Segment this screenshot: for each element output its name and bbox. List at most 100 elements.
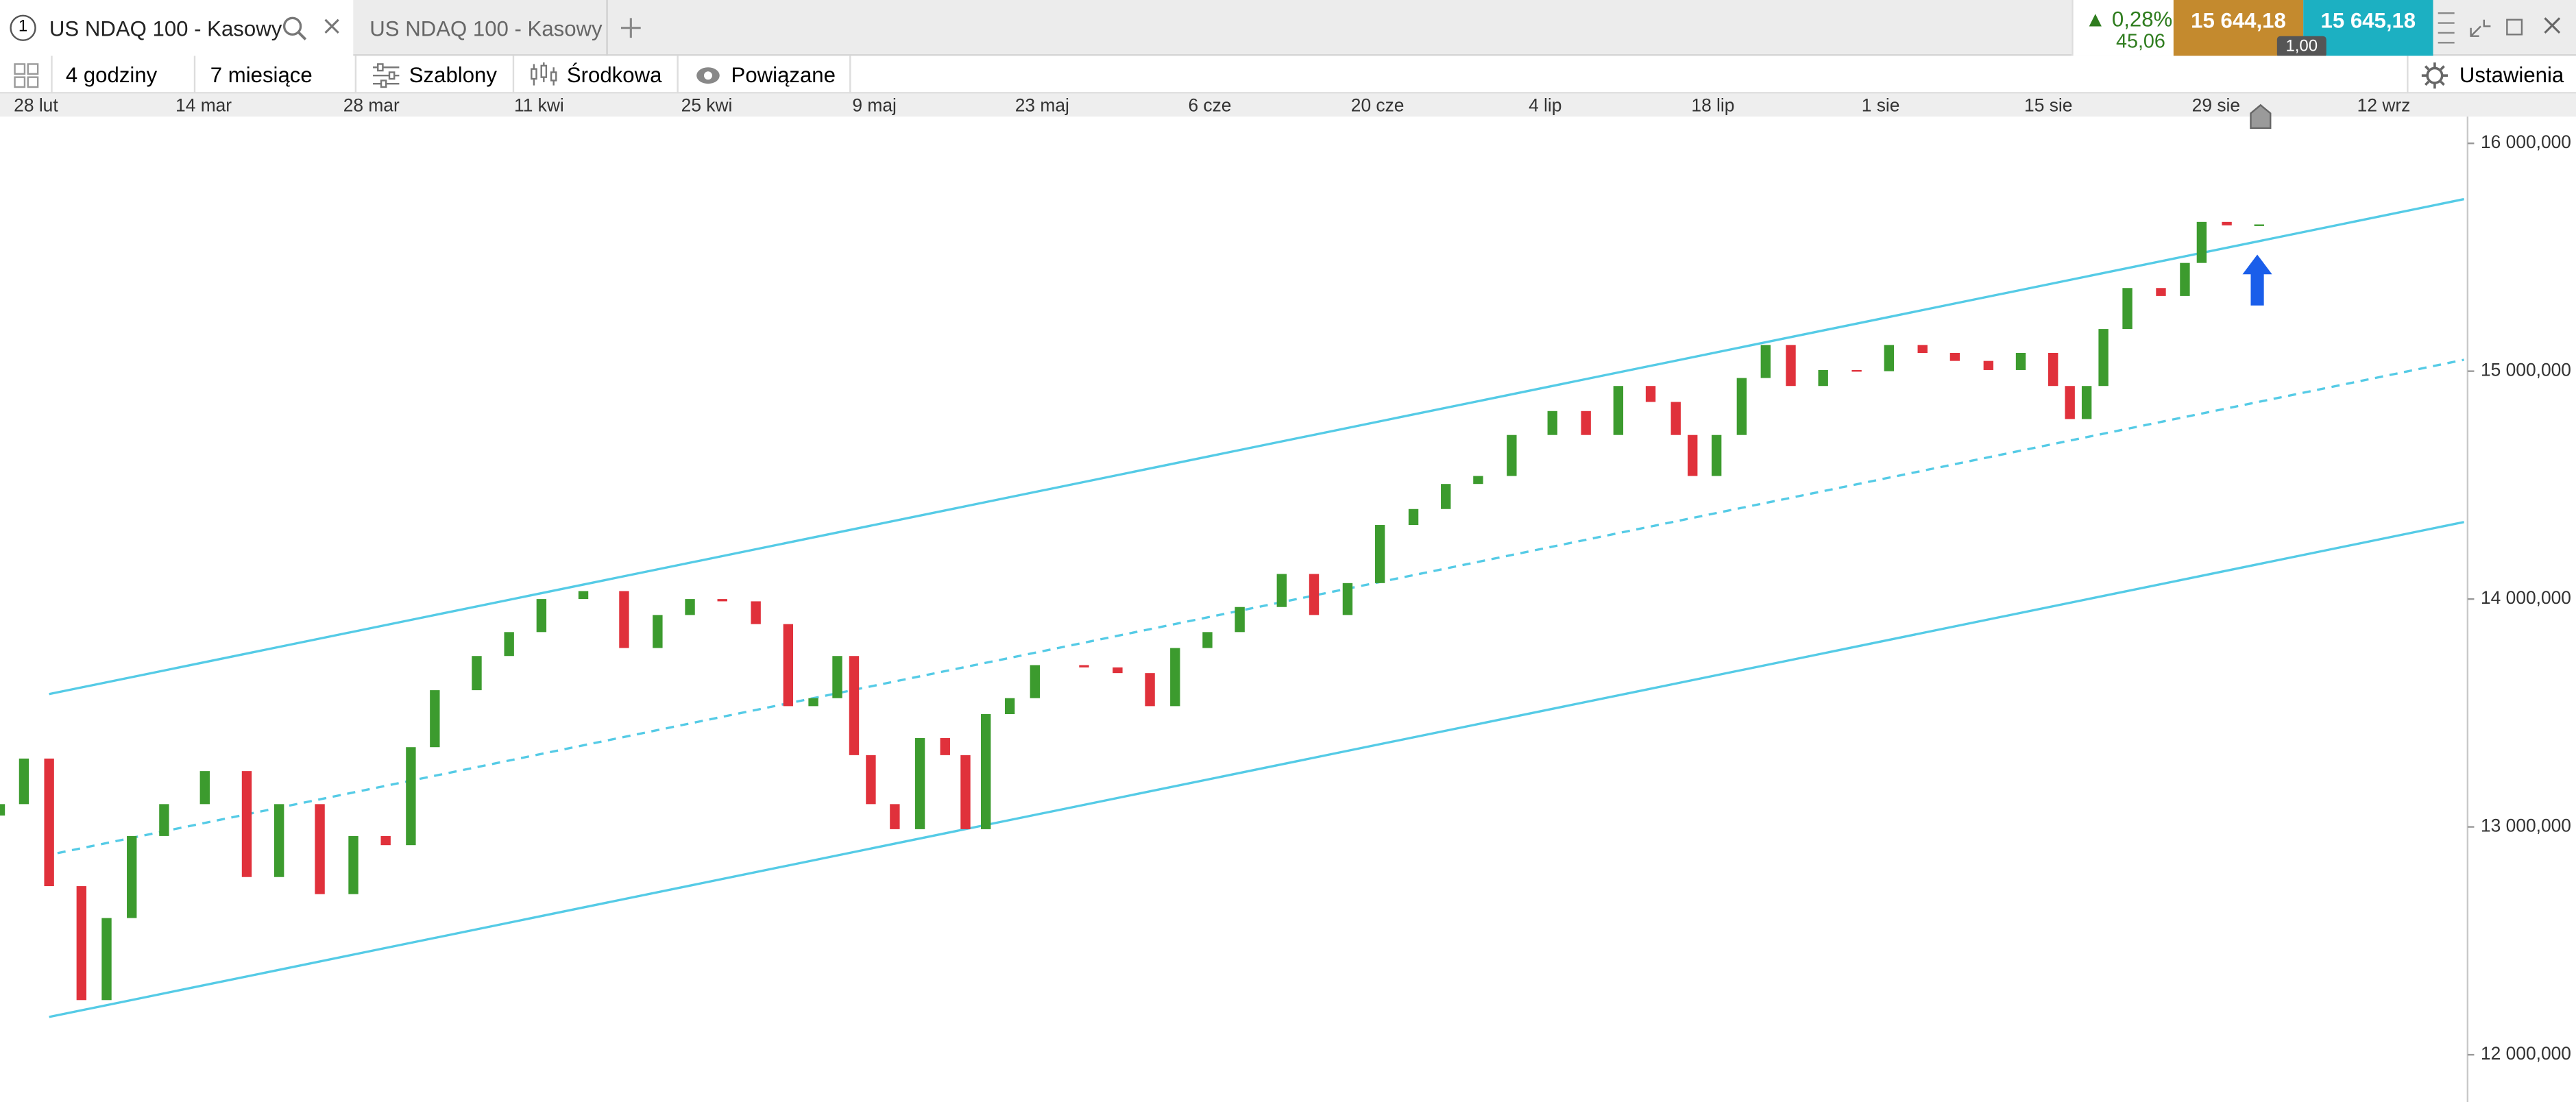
range[interactable]: 7 miesiące bbox=[210, 62, 313, 88]
change-box bbox=[2071, 0, 2176, 56]
channel-line bbox=[49, 521, 2464, 1018]
candle bbox=[1547, 411, 1557, 435]
candle bbox=[1342, 583, 1353, 615]
toolbar: 4 godziny 7 miesiące Szablony Środkowa P… bbox=[0, 56, 2576, 94]
candle bbox=[1170, 648, 1180, 707]
tab-title[interactable]: US NDAQ 100 - Kasowy bbox=[369, 16, 603, 41]
candle bbox=[914, 737, 925, 829]
candle bbox=[44, 758, 54, 887]
x-tick-label: 15 sie bbox=[2024, 95, 2072, 116]
candle bbox=[1851, 369, 1862, 372]
candle bbox=[0, 804, 5, 816]
candle bbox=[1670, 402, 1681, 435]
candle bbox=[578, 591, 589, 600]
candle bbox=[1441, 484, 1451, 509]
active-tab[interactable] bbox=[0, 0, 354, 58]
y-tick-label: 15 000,000 bbox=[2481, 360, 2571, 380]
candle bbox=[1917, 345, 1928, 354]
templates[interactable]: Szablony bbox=[409, 62, 497, 88]
change-abs: 45,06 bbox=[2115, 29, 2165, 53]
channel-line bbox=[49, 197, 2464, 696]
linked[interactable]: Powiązane bbox=[731, 62, 836, 88]
candle bbox=[199, 771, 210, 805]
tab-icons[interactable] bbox=[281, 15, 347, 41]
candle bbox=[808, 698, 818, 707]
candle bbox=[1113, 667, 1123, 674]
templates-icon bbox=[373, 63, 400, 88]
candle bbox=[1884, 345, 1894, 371]
candle bbox=[406, 747, 416, 846]
candle bbox=[940, 737, 950, 755]
candle bbox=[980, 714, 991, 829]
y-tick-label: 12 000,000 bbox=[2481, 1043, 2571, 1064]
mode[interactable]: Środkowa bbox=[566, 62, 662, 88]
candle bbox=[2196, 221, 2207, 263]
candle bbox=[890, 804, 900, 829]
spread: 1,00 bbox=[2276, 36, 2326, 58]
candle bbox=[1736, 378, 1747, 435]
layout-icon[interactable] bbox=[13, 62, 39, 88]
candle bbox=[653, 615, 663, 648]
candle bbox=[2222, 221, 2232, 225]
candle bbox=[274, 804, 284, 877]
current-marker bbox=[2250, 103, 2272, 130]
x-tick-label: 28 mar bbox=[343, 95, 400, 116]
date-axis-bar bbox=[0, 93, 2576, 117]
x-tick-label: 4 lip bbox=[1529, 95, 1562, 116]
candle bbox=[2048, 353, 2058, 387]
candle bbox=[832, 656, 842, 698]
x-tick-label: 11 kwi bbox=[514, 95, 564, 116]
candle bbox=[1983, 360, 1994, 370]
candle bbox=[717, 599, 727, 602]
candle bbox=[536, 599, 547, 633]
sell-button[interactable]: 15 644,18 bbox=[2173, 0, 2304, 56]
x-tick-label: 28 lut bbox=[14, 95, 58, 116]
x-tick-label: 23 maj bbox=[1015, 95, 1069, 116]
candle bbox=[849, 656, 860, 755]
candle bbox=[2122, 288, 2133, 330]
candle bbox=[159, 804, 169, 836]
candle bbox=[241, 771, 252, 877]
candle bbox=[101, 918, 112, 1001]
candle bbox=[1145, 673, 1155, 707]
arrow-annotation bbox=[2242, 254, 2272, 306]
y-tick-label: 13 000,000 bbox=[2481, 816, 2571, 836]
tab-bar: 1 US NDAQ 100 - Kasowy US NDAQ 100 - Kas… bbox=[0, 0, 2576, 58]
candle bbox=[1711, 434, 1722, 476]
candle bbox=[751, 601, 761, 624]
add-tab[interactable] bbox=[620, 16, 643, 40]
candle bbox=[380, 835, 391, 846]
tab-number: 1 bbox=[10, 14, 36, 41]
settings[interactable]: Ustawienia bbox=[2459, 62, 2564, 88]
candle bbox=[1473, 476, 1483, 485]
candle bbox=[2254, 224, 2264, 226]
candle bbox=[2065, 386, 2075, 419]
candle bbox=[1202, 632, 1213, 648]
candle bbox=[430, 690, 440, 748]
candle bbox=[2180, 262, 2190, 296]
candle bbox=[1030, 665, 1041, 698]
candle bbox=[76, 886, 87, 1001]
y-tick-label: 14 000,000 bbox=[2481, 587, 2571, 608]
candle bbox=[315, 804, 325, 894]
window-controls[interactable] bbox=[2435, 7, 2576, 49]
channel-line bbox=[57, 358, 2464, 855]
interval[interactable]: 4 godziny bbox=[65, 62, 158, 88]
candle bbox=[472, 656, 482, 691]
candle bbox=[504, 632, 514, 657]
x-tick-label: 14 mar bbox=[175, 95, 232, 116]
candle bbox=[1276, 574, 1287, 607]
candle bbox=[1645, 386, 1656, 402]
candle bbox=[1949, 353, 1960, 361]
candle bbox=[866, 755, 876, 805]
candle bbox=[1235, 607, 1245, 633]
mode-icon bbox=[531, 62, 557, 86]
candle bbox=[2098, 329, 2109, 387]
candle bbox=[2015, 353, 2026, 370]
y-tick-label: 16 000,000 bbox=[2481, 132, 2571, 152]
candle bbox=[1786, 345, 1796, 387]
change-pct-value: 0,28% bbox=[2111, 6, 2173, 32]
change-pct: ▲ 0,28% bbox=[2085, 6, 2173, 32]
candle bbox=[19, 758, 29, 805]
x-tick-label: 20 cze bbox=[1351, 95, 1405, 116]
